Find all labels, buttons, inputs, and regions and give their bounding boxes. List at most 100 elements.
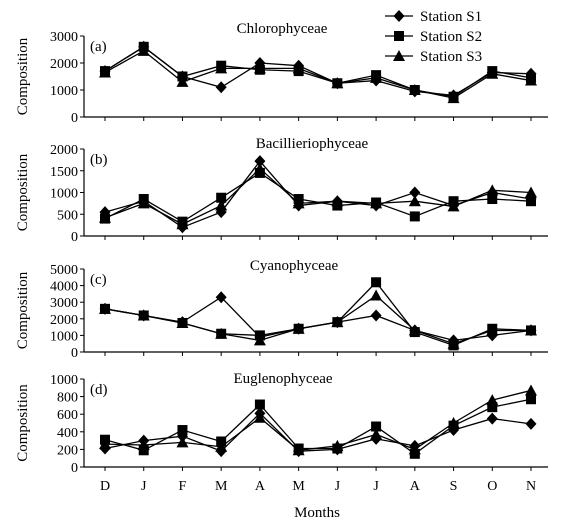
data-point: [486, 412, 498, 425]
x-tick-label: F: [179, 479, 187, 494]
y-tick-label: 600: [57, 408, 78, 423]
data-point: [370, 309, 382, 322]
series-line: [104, 167, 532, 225]
series-station-s3: [99, 384, 537, 456]
x-tick-label: M: [215, 479, 228, 494]
data-point: [253, 62, 266, 74]
data-point: [370, 71, 383, 83]
y-tick-label: 2000: [50, 57, 78, 72]
y-tick-label: 0: [71, 346, 78, 361]
y-tick-label: 3000: [50, 296, 78, 311]
y-tick-label: 500: [57, 208, 78, 223]
y-tick-label: 400: [57, 426, 78, 441]
y-tick-label: 1000: [50, 329, 78, 344]
y-tick-label: 0: [71, 230, 78, 245]
data-point: [99, 211, 111, 223]
series-line: [104, 412, 532, 452]
x-tick-label: J: [373, 479, 379, 494]
panel-label: (c): [90, 272, 107, 288]
y-axis-label: Composition: [15, 271, 31, 349]
data-point: [99, 66, 111, 78]
y-axis-label: Composition: [15, 37, 31, 115]
x-tick-label: J: [141, 479, 147, 494]
y-tick-label: 200: [57, 443, 78, 458]
data-point: [215, 81, 227, 94]
panel-1: 0 1000 2000 3000 Composition (a) Chlorophyceae: [15, 21, 548, 126]
data-point: [525, 324, 537, 336]
data-point: [487, 402, 498, 413]
x-tick-label: A: [410, 479, 421, 494]
y-tick-label: 5000: [50, 263, 78, 278]
y-tick-label: 4000: [50, 280, 78, 295]
data-point: [486, 324, 499, 336]
data-point: [409, 186, 421, 199]
y-tick-label: 2000: [50, 313, 78, 328]
y-tick-label: 800: [57, 391, 78, 406]
panel-4: 0 200 400 600 800 1000 Composition (d) Euglenoph…: [15, 371, 548, 494]
data-point: [176, 316, 189, 328]
data-point: [408, 324, 421, 336]
data-point: [408, 443, 421, 455]
data-point: [177, 425, 188, 436]
legend-entry: Station S3: [385, 49, 482, 65]
data-point: [486, 184, 499, 196]
data-point: [215, 199, 228, 211]
series-station-s1: [99, 155, 537, 234]
data-point: [370, 289, 383, 301]
data-point: [331, 316, 344, 328]
y-tick-label: 3000: [50, 30, 78, 45]
data-point: [254, 155, 266, 168]
series-station-s3: [99, 44, 537, 104]
data-point: [487, 194, 498, 205]
y-axis-label: Composition: [15, 384, 31, 462]
data-point: [176, 218, 189, 230]
legend-entry: Station S1: [385, 9, 482, 25]
panel-2: 0 500 1000 1500 2000 Composition (b) Bacillieri…: [15, 136, 548, 245]
data-point: [486, 394, 499, 406]
data-point: [447, 200, 460, 212]
data-point: [215, 440, 228, 452]
data-point: [526, 196, 536, 207]
data-point: [215, 291, 227, 304]
data-point: [408, 84, 421, 95]
data-point: [215, 62, 228, 74]
y-tick-label: 1500: [50, 165, 78, 180]
data-point: [525, 384, 537, 396]
legend-marker: [393, 50, 405, 61]
data-point: [215, 327, 228, 339]
x-tick-label: A: [255, 479, 266, 494]
data-point: [137, 439, 150, 450]
series-line: [104, 281, 532, 347]
x-axis-label: Months: [294, 505, 340, 521]
panel-label: (b): [90, 152, 108, 168]
series-station-s2: [100, 167, 536, 227]
series-line: [104, 389, 532, 451]
x-tick-label: S: [450, 479, 458, 494]
y-tick-label: 1000: [50, 187, 78, 202]
data-point: [254, 399, 265, 410]
panel-label: (d): [90, 382, 108, 398]
y-axis-label: Composition: [15, 153, 31, 231]
data-point: [292, 444, 305, 456]
data-point: [447, 417, 460, 428]
legend-label: Station S2: [420, 29, 482, 45]
data-point: [409, 211, 420, 222]
y-tick-label: 0: [71, 461, 78, 476]
panel-title: Cyanophyceae: [250, 258, 339, 274]
data-point: [292, 197, 305, 209]
data-point: [331, 439, 344, 451]
data-point: [525, 74, 537, 86]
data-point: [137, 197, 150, 209]
series-line: [104, 294, 531, 345]
data-point: [292, 62, 305, 74]
x-tick-label: N: [526, 479, 536, 494]
series-line: [104, 50, 532, 99]
data-point: [253, 334, 266, 346]
data-point: [137, 309, 150, 321]
panel-label: (a): [90, 39, 107, 55]
data-point: [370, 197, 383, 209]
data-point: [176, 436, 189, 448]
data-point: [99, 302, 111, 314]
legend-label: Station S3: [420, 49, 482, 65]
